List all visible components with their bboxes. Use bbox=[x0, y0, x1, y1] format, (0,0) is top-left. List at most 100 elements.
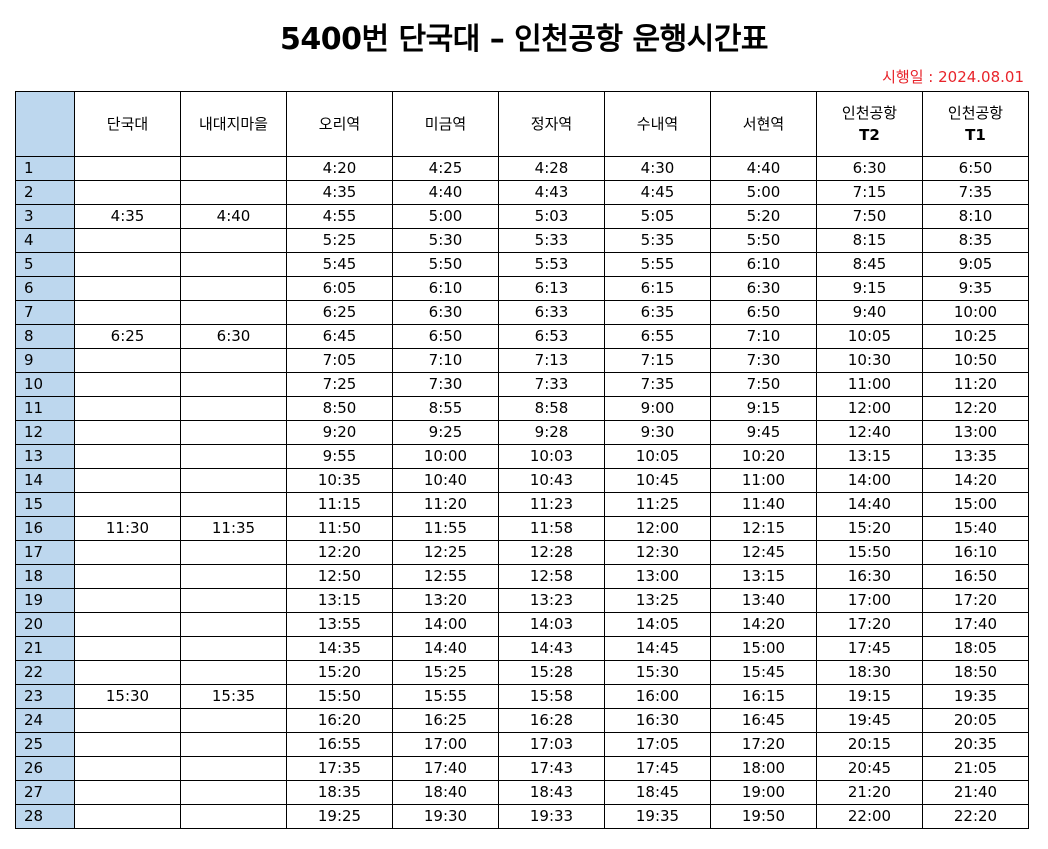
departure-time-cell: 7:10 bbox=[392, 348, 499, 373]
departure-time-cell: 10:25 bbox=[922, 324, 1029, 349]
departure-time-cell bbox=[74, 228, 181, 253]
departure-time-cell: 4:25 bbox=[392, 156, 499, 181]
departure-time-cell bbox=[180, 612, 287, 637]
departure-time-cell: 5:30 bbox=[392, 228, 499, 253]
table-row: 18 12:50 12:55 12:58 13:00 13:15 16:30 16:50 bbox=[15, 564, 1029, 589]
row-number: 21 bbox=[15, 636, 75, 661]
departure-time-cell: 12:50 bbox=[286, 564, 393, 589]
departure-time-cell: 9:05 bbox=[922, 252, 1029, 277]
departure-time-cell: 13:20 bbox=[392, 588, 499, 613]
departure-time-cell: 5:03 bbox=[498, 204, 605, 229]
departure-time-cell bbox=[180, 420, 287, 445]
departure-time-cell: 12:20 bbox=[922, 396, 1029, 421]
departure-time-cell: 19:35 bbox=[604, 804, 711, 829]
departure-time-cell: 14:00 bbox=[816, 468, 923, 493]
departure-time-cell: 6:33 bbox=[498, 300, 605, 325]
row-number: 23 bbox=[15, 684, 75, 709]
row-number: 14 bbox=[15, 468, 75, 493]
column-header: 오리역 bbox=[286, 91, 393, 157]
departure-time-cell bbox=[74, 540, 181, 565]
departure-time-cell: 8:50 bbox=[286, 396, 393, 421]
departure-time-cell: 18:05 bbox=[922, 636, 1029, 661]
departure-time-cell: 9:15 bbox=[710, 396, 817, 421]
departure-time-cell: 6:45 bbox=[286, 324, 393, 349]
departure-time-cell: 16:45 bbox=[710, 708, 817, 733]
departure-time-cell: 6:30 bbox=[710, 276, 817, 301]
column-header: 수내역 bbox=[604, 91, 711, 157]
departure-time-cell bbox=[180, 276, 287, 301]
departure-time-cell: 8:55 bbox=[392, 396, 499, 421]
departure-time-cell: 15:00 bbox=[922, 492, 1029, 517]
row-number: 27 bbox=[15, 780, 75, 805]
timetable-header-row: 단국대 내대지마을 오리역 미금역 정자역 수내역 서현역 인천공항 T2 인천공항 T1 bbox=[15, 91, 1029, 157]
departure-time-cell: 11:40 bbox=[710, 492, 817, 517]
departure-time-cell: 19:00 bbox=[710, 780, 817, 805]
departure-time-cell: 10:43 bbox=[498, 468, 605, 493]
departure-time-cell: 7:50 bbox=[710, 372, 817, 397]
departure-time-cell bbox=[180, 756, 287, 781]
table-row: 28 19:25 19:30 19:33 19:35 19:50 22:00 22:20 bbox=[15, 804, 1029, 829]
departure-time-cell: 6:35 bbox=[604, 300, 711, 325]
departure-time-cell bbox=[74, 156, 181, 181]
departure-time-cell: 6:10 bbox=[392, 276, 499, 301]
departure-time-cell bbox=[180, 660, 287, 685]
departure-time-cell: 6:50 bbox=[710, 300, 817, 325]
departure-time-cell: 6:53 bbox=[498, 324, 605, 349]
departure-time-cell: 7:33 bbox=[498, 372, 605, 397]
row-number: 15 bbox=[15, 492, 75, 517]
departure-time-cell: 11:00 bbox=[710, 468, 817, 493]
departure-time-cell: 10:03 bbox=[498, 444, 605, 469]
row-number: 12 bbox=[15, 420, 75, 445]
departure-time-cell: 11:23 bbox=[498, 492, 605, 517]
departure-time-cell: 17:20 bbox=[710, 732, 817, 757]
departure-time-cell: 6:25 bbox=[74, 324, 181, 349]
departure-time-cell: 10:20 bbox=[710, 444, 817, 469]
table-row: 13 9:55 10:00 10:03 10:05 10:20 13:15 13:35 bbox=[15, 444, 1029, 469]
row-number: 5 bbox=[15, 252, 75, 277]
departure-time-cell: 9:55 bbox=[286, 444, 393, 469]
departure-time-cell: 12:00 bbox=[604, 516, 711, 541]
departure-time-cell bbox=[74, 420, 181, 445]
departure-time-cell: 9:35 bbox=[922, 276, 1029, 301]
departure-time-cell: 17:20 bbox=[922, 588, 1029, 613]
departure-time-cell: 11:25 bbox=[604, 492, 711, 517]
departure-time-cell bbox=[74, 348, 181, 373]
departure-time-cell: 16:00 bbox=[604, 684, 711, 709]
column-header: 인천공항 T1 bbox=[922, 91, 1029, 157]
departure-time-cell: 6:25 bbox=[286, 300, 393, 325]
departure-time-cell: 18:30 bbox=[816, 660, 923, 685]
departure-time-cell: 5:55 bbox=[604, 252, 711, 277]
timetable: 단국대 내대지마을 오리역 미금역 정자역 수내역 서현역 인천공항 T2 인천공항 T1 1 4:2… bbox=[15, 91, 1029, 829]
table-row: 17 12:20 12:25 12:28 12:30 12:45 15:50 16:10 bbox=[15, 540, 1029, 565]
departure-time-cell: 10:50 bbox=[922, 348, 1029, 373]
table-row: 9 7:05 7:10 7:13 7:15 7:30 10:30 10:50 bbox=[15, 348, 1029, 373]
departure-time-cell: 5:45 bbox=[286, 252, 393, 277]
table-row: 7 6:25 6:30 6:33 6:35 6:50 9:40 10:00 bbox=[15, 300, 1029, 325]
row-number: 4 bbox=[15, 228, 75, 253]
departure-time-cell: 15:35 bbox=[180, 684, 287, 709]
departure-time-cell: 7:15 bbox=[604, 348, 711, 373]
departure-time-cell: 22:20 bbox=[922, 804, 1029, 829]
departure-time-cell: 8:15 bbox=[816, 228, 923, 253]
row-number: 11 bbox=[15, 396, 75, 421]
departure-time-cell bbox=[74, 396, 181, 421]
departure-time-cell: 15:30 bbox=[74, 684, 181, 709]
departure-time-cell bbox=[180, 492, 287, 517]
departure-time-cell: 9:45 bbox=[710, 420, 817, 445]
departure-time-cell: 15:40 bbox=[922, 516, 1029, 541]
departure-time-cell bbox=[74, 780, 181, 805]
departure-time-cell bbox=[180, 540, 287, 565]
column-header: 단국대 bbox=[74, 91, 181, 157]
table-row: 3 4:35 4:40 4:55 5:00 5:03 5:05 5:20 7:50 8:10 bbox=[15, 204, 1029, 229]
departure-time-cell bbox=[180, 588, 287, 613]
departure-time-cell bbox=[180, 444, 287, 469]
departure-time-cell: 11:50 bbox=[286, 516, 393, 541]
departure-time-cell bbox=[180, 252, 287, 277]
departure-time-cell: 11:58 bbox=[498, 516, 605, 541]
departure-time-cell: 15:20 bbox=[816, 516, 923, 541]
departure-time-cell: 15:55 bbox=[392, 684, 499, 709]
departure-time-cell: 9:40 bbox=[816, 300, 923, 325]
departure-time-cell bbox=[74, 588, 181, 613]
departure-time-cell bbox=[180, 396, 287, 421]
departure-time-cell: 9:28 bbox=[498, 420, 605, 445]
